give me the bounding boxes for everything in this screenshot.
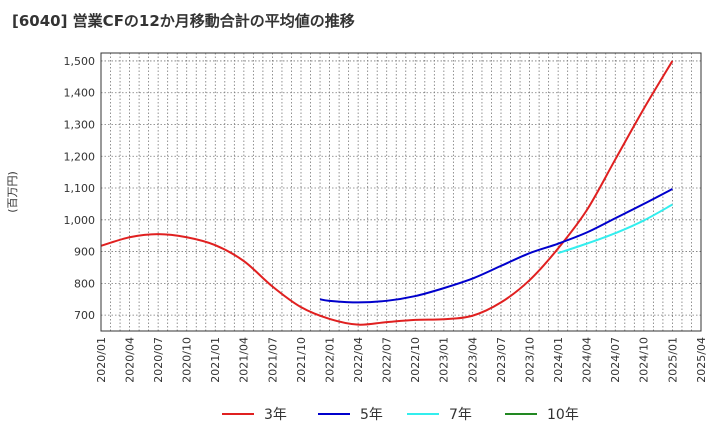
legend-label: 7年 [449,407,472,423]
y-tick-label: 800 [74,277,95,290]
x-tick-label: 2024/01 [552,337,565,383]
x-tick-label: 2022/07 [381,337,394,383]
x-tick-label: 2025/04 [695,337,708,383]
y-tick-label: 1,000 [64,214,96,227]
series-layer [100,60,674,326]
legend-label: 5年 [360,407,383,423]
y-tick-label: 900 [74,246,95,259]
legend-label: 3年 [264,407,287,423]
x-tick-label: 2022/10 [409,337,422,383]
chart-title: [6040] 営業CFの12か月移動合計の平均値の推移 [12,12,355,30]
x-tick-label: 2024/04 [581,337,594,383]
x-tick-label: 2022/01 [323,337,336,383]
y-tick-label: 1,100 [64,182,96,195]
x-tick-label: 2021/10 [295,337,308,383]
x-tick-label: 2021/07 [266,337,279,383]
x-axis-ticks: 2020/01 2020/04 2020/07 2020/10 2021/01 2021/… [95,337,708,383]
y-tick-label: 700 [74,309,95,322]
x-tick-label: 2024/10 [638,337,651,383]
y-tick-label: 1,500 [64,55,96,68]
legend-label: 10年 [547,407,579,423]
x-tick-label: 2021/01 [209,337,222,383]
x-tick-label: 2023/01 [438,337,451,383]
legend: 3年 5年 7年 10年 [222,407,579,423]
x-tick-label: 2023/10 [523,337,536,383]
x-tick-label: 2020/07 [152,337,165,383]
series-line-7年 [557,203,673,255]
x-tick-label: 2022/04 [352,337,365,383]
x-tick-label: 2024/07 [609,337,622,383]
x-tick-label: 2021/04 [238,337,251,383]
y-axis-label: (百万円) [6,171,19,213]
x-tick-label: 2020/04 [123,337,136,383]
series-line-3年 [100,60,674,326]
series-line-5年 [319,188,673,304]
x-tick-label: 2020/01 [95,337,108,383]
x-tick-label: 2023/04 [466,337,479,383]
x-tick-label: 2020/10 [181,337,194,383]
y-tick-label: 1,300 [64,118,96,131]
y-axis-ticks: 700 800 900 1,000 1,100 1,200 1,300 1,400 1,500 [64,55,96,322]
y-tick-label: 1,400 [64,87,96,100]
y-tick-label: 1,200 [64,150,96,163]
grid-layer [100,53,702,331]
plot-frame [100,52,702,332]
x-tick-label: 2023/07 [495,337,508,383]
x-tick-label: 2025/01 [666,337,679,383]
